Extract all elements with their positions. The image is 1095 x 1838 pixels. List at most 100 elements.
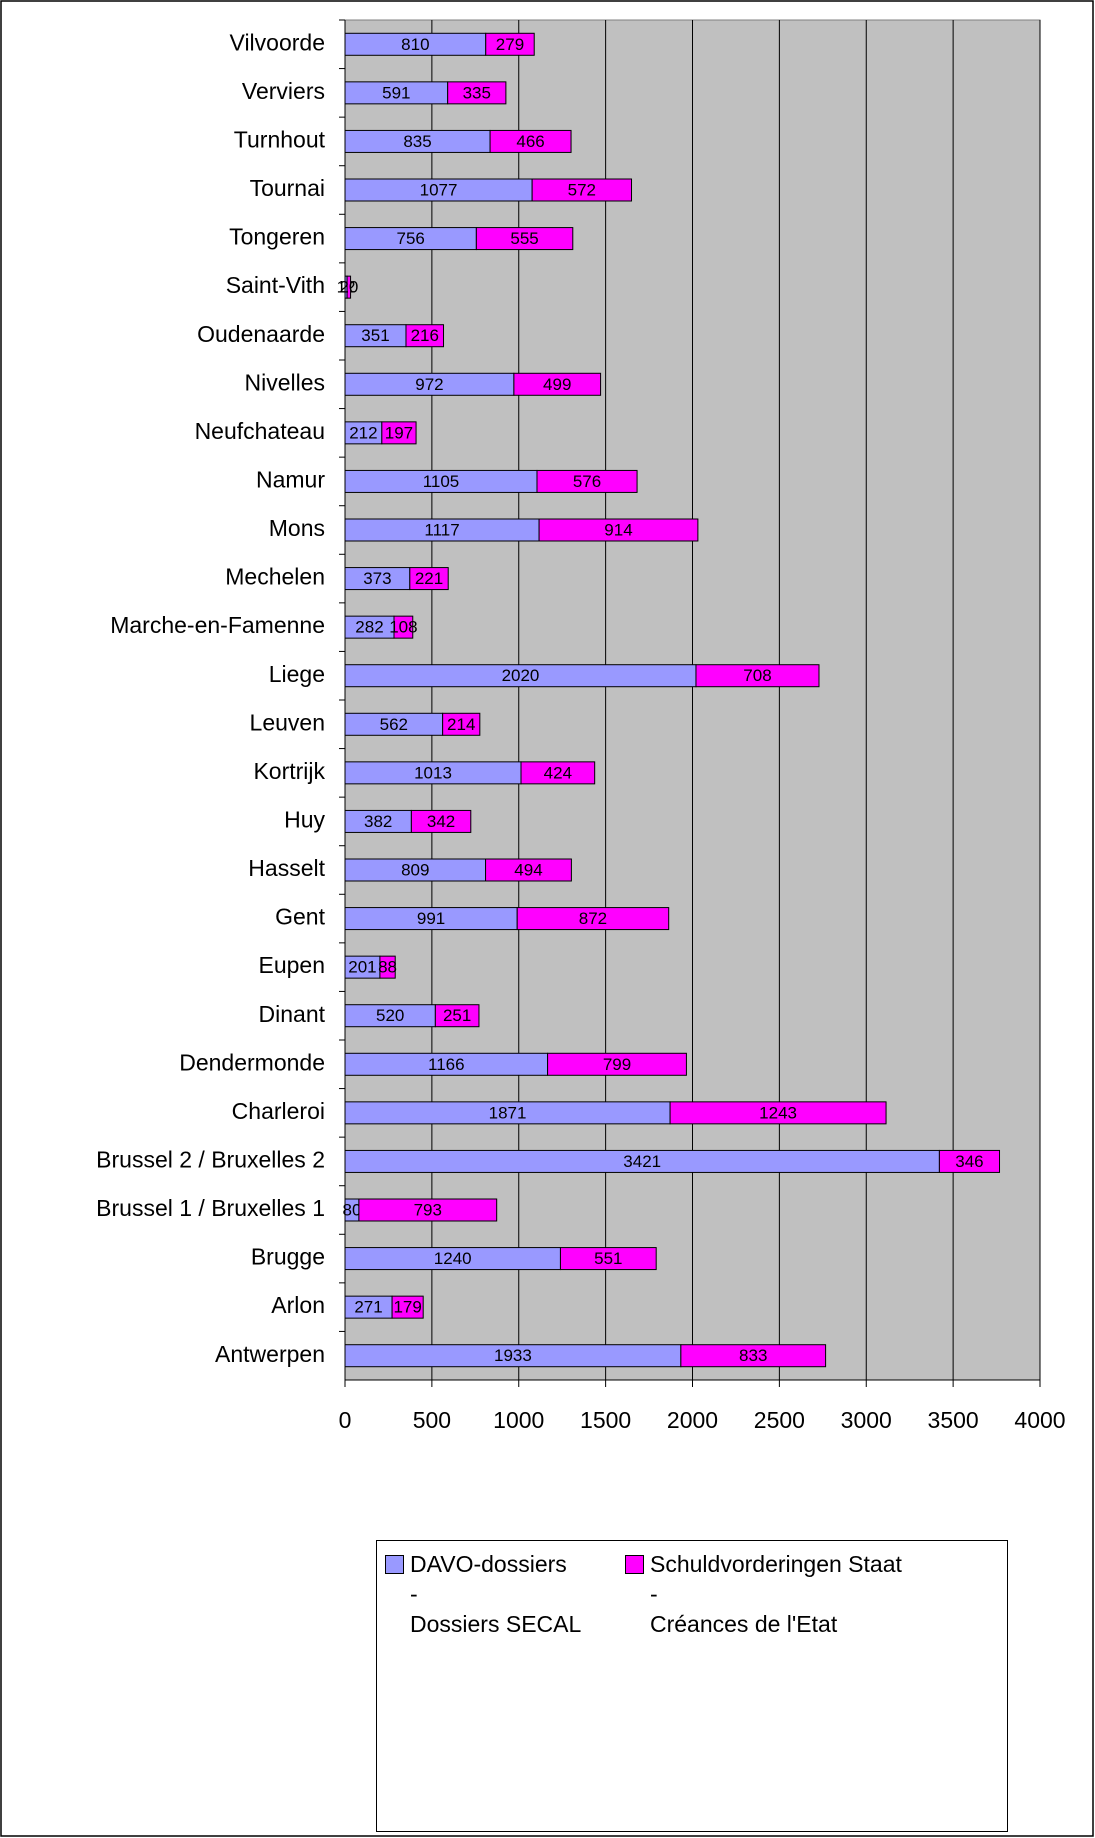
bar [516, 907, 670, 931]
data-label: 212 [349, 423, 377, 442]
data-label: 214 [447, 715, 475, 734]
data-label: 251 [443, 1006, 471, 1025]
y-tick-label: Gent [275, 904, 325, 930]
data-label: 373 [363, 569, 391, 588]
bar [442, 712, 481, 736]
data-label: 835 [403, 132, 431, 151]
data-label: 799 [603, 1055, 631, 1074]
y-tick-label: Nivelles [244, 369, 325, 395]
data-label: 88 [378, 958, 397, 977]
bar [405, 324, 445, 348]
legend: DAVO-dossiers - Dossiers SECAL Schuldvord… [376, 1540, 1008, 1832]
data-label: 424 [544, 763, 572, 782]
legend-swatch [625, 1555, 644, 1574]
data-label: 351 [361, 326, 389, 345]
data-label: 494 [514, 860, 542, 879]
data-label: 793 [414, 1200, 442, 1219]
bar [346, 275, 352, 299]
y-tick-label: Charleroi [232, 1098, 325, 1124]
y-tick-label: Neufchateau [195, 418, 325, 444]
data-label: 562 [380, 715, 408, 734]
y-tick-label: Turnhout [234, 127, 326, 153]
bar [938, 1149, 1001, 1173]
y-tick-label: Verviers [242, 78, 325, 104]
data-label: 1243 [759, 1103, 797, 1122]
y-tick-label: Tongeren [229, 224, 325, 250]
y-tick-label: Brussel 2 / Bruxelles 2 [96, 1147, 325, 1173]
x-tick-label: 500 [413, 1407, 451, 1433]
data-label: 108 [389, 618, 417, 637]
data-label: 80 [342, 1200, 361, 1219]
bar [447, 81, 507, 105]
data-label: 1105 [423, 472, 460, 491]
data-label: 466 [516, 132, 544, 151]
data-label: 179 [393, 1298, 421, 1317]
data-label: 810 [401, 35, 429, 54]
data-label: 335 [463, 83, 491, 102]
y-tick-label: Dendermonde [179, 1049, 325, 1075]
data-label: 1240 [434, 1249, 472, 1268]
data-label: 756 [396, 229, 424, 248]
legend-label: Schuldvorderingen Staat - Créances de l'… [650, 1551, 902, 1637]
bar [475, 227, 574, 251]
y-tick-label: Mechelen [225, 564, 325, 590]
bar [381, 421, 417, 445]
data-label: 1013 [414, 763, 452, 782]
bar [393, 615, 414, 639]
data-label: 555 [510, 229, 538, 248]
x-tick-label: 4000 [1014, 1407, 1065, 1433]
data-label: 833 [739, 1346, 767, 1365]
data-label: 197 [385, 423, 413, 442]
x-tick-label: 1000 [493, 1407, 544, 1433]
data-label: 572 [568, 180, 596, 199]
y-tick-label: Namur [256, 467, 325, 493]
y-tick-label: Antwerpen [215, 1341, 325, 1367]
data-label: 872 [579, 909, 607, 928]
data-label: 216 [411, 326, 439, 345]
y-tick-label: Mons [269, 515, 325, 541]
bar [485, 858, 572, 882]
x-tick-label: 3500 [928, 1407, 979, 1433]
y-tick-label: Brussel 1 / Bruxelles 1 [96, 1195, 325, 1221]
x-tick-label: 1500 [580, 1407, 631, 1433]
y-tick-label: Eupen [258, 952, 325, 978]
bar [485, 32, 535, 56]
bar [410, 809, 472, 833]
bar [536, 469, 638, 493]
x-tick-label: 3000 [841, 1407, 892, 1433]
y-tick-label: Arlon [271, 1292, 325, 1318]
data-label: 20 [339, 278, 358, 297]
y-tick-label: Hasselt [248, 855, 325, 881]
y-tick-label: Vilvoorde [230, 29, 325, 55]
y-tick-label: Saint-Vith [226, 272, 325, 298]
y-tick-label: Brugge [251, 1244, 325, 1270]
y-tick-label: Tournai [250, 175, 325, 201]
y-tick-label: Oudenaarde [197, 321, 325, 347]
data-label: 914 [604, 520, 632, 539]
data-label: 346 [955, 1152, 983, 1171]
data-label: 1077 [420, 180, 458, 199]
data-label: 591 [382, 83, 410, 102]
bar [434, 1004, 480, 1028]
bar [547, 1052, 687, 1076]
bar [358, 1198, 498, 1222]
data-label: 2020 [502, 666, 540, 685]
data-label: 201 [348, 958, 376, 977]
y-tick-label: Kortrijk [253, 758, 325, 784]
legend-swatch [385, 1555, 404, 1574]
bar [520, 761, 596, 785]
x-tick-label: 0 [339, 1407, 352, 1433]
data-label: 1166 [428, 1055, 465, 1074]
data-label: 382 [364, 812, 392, 831]
bar [680, 1344, 827, 1368]
y-tick-label: Liege [269, 661, 325, 687]
bar [379, 955, 396, 979]
data-label: 3421 [623, 1152, 661, 1171]
data-label: 972 [415, 375, 443, 394]
y-tick-label: Leuven [250, 709, 325, 735]
bar [489, 129, 572, 153]
bar [409, 567, 449, 591]
data-label: 342 [427, 812, 455, 831]
bar [559, 1247, 657, 1271]
